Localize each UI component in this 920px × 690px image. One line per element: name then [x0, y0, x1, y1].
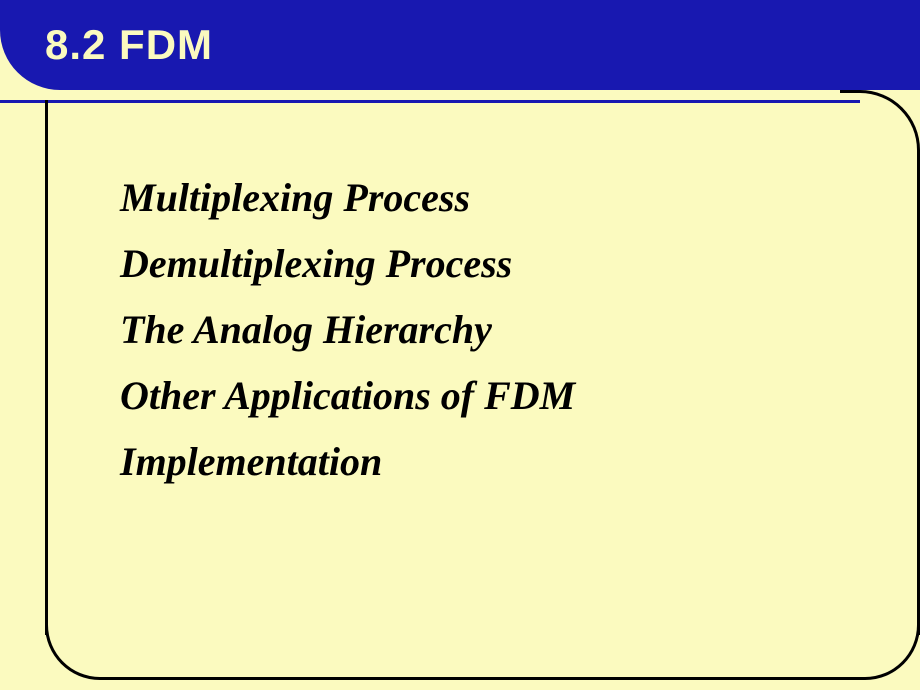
list-item: The Analog Hierarchy — [120, 297, 860, 363]
list-item: Implementation — [120, 429, 860, 495]
frame-left-border — [45, 155, 48, 635]
list-item: Other Applications of FDM — [120, 363, 860, 429]
header-underline — [0, 100, 860, 103]
list-item: Multiplexing Process — [120, 165, 860, 231]
slide-header: 8.2 FDM — [0, 0, 920, 90]
frame-bottom-right-corner — [860, 620, 920, 680]
frame-top-right-corner — [840, 90, 920, 160]
frame-left-connector — [45, 100, 48, 158]
content-list: Multiplexing Process Demultiplexing Proc… — [120, 165, 860, 495]
slide-title: 8.2 FDM — [45, 21, 213, 69]
frame-bottom-border — [105, 677, 860, 680]
list-item: Demultiplexing Process — [120, 231, 860, 297]
frame-bottom-left-corner — [45, 620, 105, 680]
